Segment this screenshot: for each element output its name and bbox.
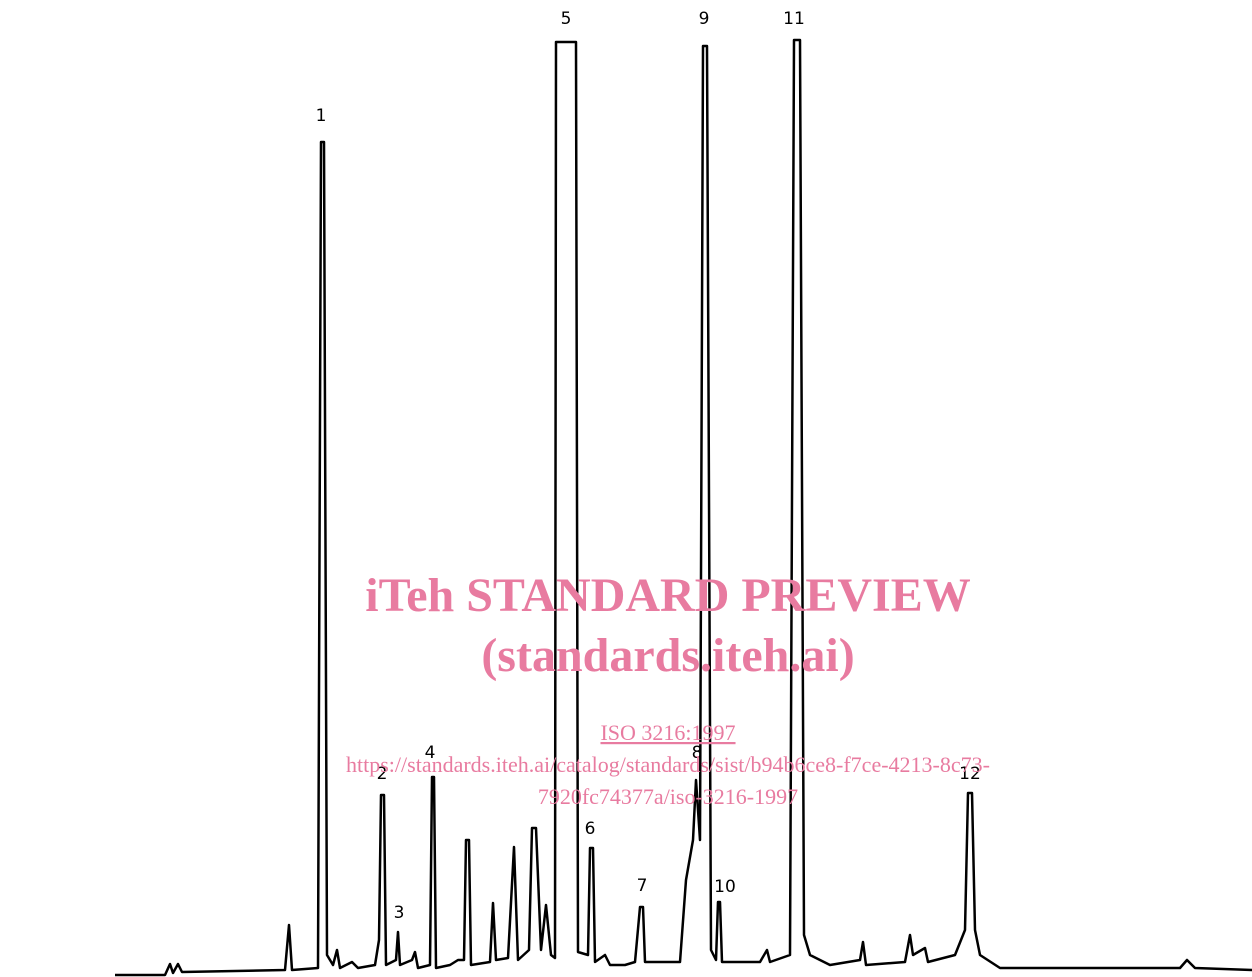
watermark-link[interactable]: ISO 3216:1997 — [600, 720, 735, 745]
peak-label: 5 — [561, 9, 572, 29]
peak-label: 8 — [692, 743, 703, 763]
peak-label: 6 — [585, 819, 596, 839]
watermark-title: iTeh STANDARD PREVIEW — [365, 569, 970, 622]
peak-label: 4 — [425, 743, 436, 763]
peak-label: 1 — [316, 106, 327, 126]
watermark-subtitle: (standards.iteh.ai) — [481, 629, 854, 682]
peak-label: 12 — [959, 764, 981, 784]
peak-label: 11 — [783, 9, 805, 29]
peak-label: 9 — [699, 9, 710, 29]
peak-label: 3 — [394, 903, 405, 923]
peak-label: 2 — [377, 764, 388, 784]
chromatogram-trace — [115, 38, 1252, 977]
peak-label: 7 — [637, 876, 648, 896]
watermark-url[interactable]: https://standards.iteh.ai/catalog/standa… — [346, 752, 990, 777]
peak-label: 10 — [714, 877, 736, 897]
watermark-url[interactable]: 7920fc74377a/iso-3216-1997 — [538, 784, 798, 809]
